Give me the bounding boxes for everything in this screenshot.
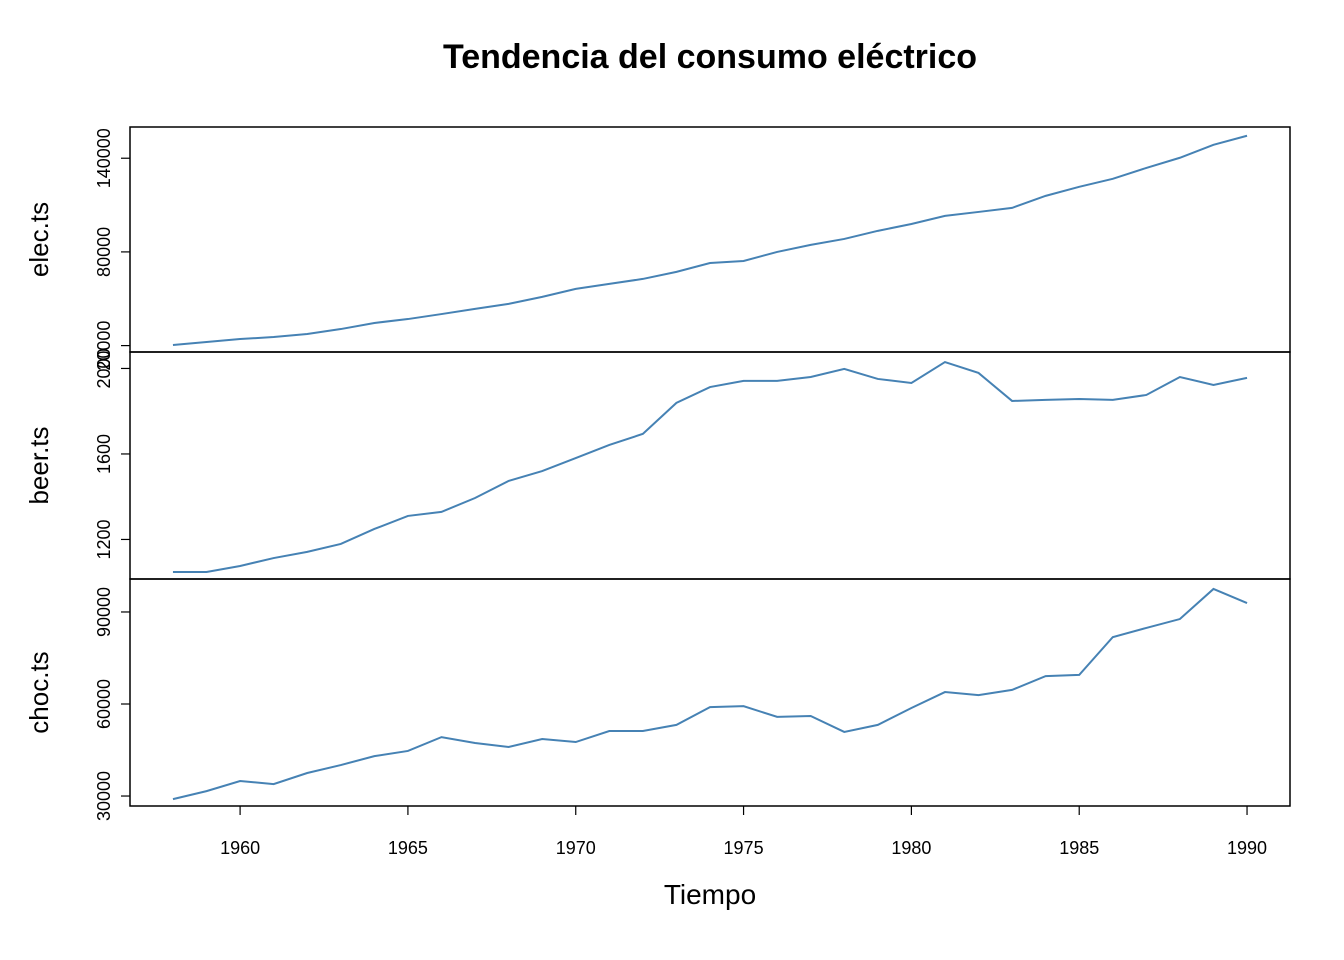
y-tick-label: 30000	[94, 771, 114, 821]
y-tick-label: 1200	[94, 519, 114, 559]
x-tick-label: 1990	[1227, 838, 1267, 858]
y-tick-label: 20000	[94, 321, 114, 371]
x-axis-label: Tiempo	[664, 879, 756, 910]
y-axis-label: choc.ts	[24, 651, 54, 733]
x-tick-label: 1970	[556, 838, 596, 858]
x-tick-label: 1965	[388, 838, 428, 858]
x-tick-label: 1980	[891, 838, 931, 858]
y-axis-label: elec.ts	[24, 202, 54, 277]
data-line	[172, 134, 1248, 346]
y-tick-label: 90000	[94, 587, 114, 637]
x-tick-label: 1960	[220, 838, 260, 858]
data-line	[172, 360, 1248, 573]
y-tick-label: 140000	[94, 128, 114, 188]
y-tick-label: 2000	[94, 348, 114, 388]
x-tick-label: 1985	[1059, 838, 1099, 858]
chart-title: Tendencia del consumo eléctrico	[443, 38, 977, 76]
y-tick-label: 80000	[94, 227, 114, 277]
data-line	[172, 587, 1248, 801]
y-axis-label: beer.ts	[24, 426, 54, 504]
y-tick-label: 1600	[94, 434, 114, 474]
x-tick-label: 1975	[724, 838, 764, 858]
y-tick-label: 60000	[94, 679, 114, 729]
panel-frame	[129, 578, 1291, 807]
panel-frame	[129, 126, 1291, 353]
